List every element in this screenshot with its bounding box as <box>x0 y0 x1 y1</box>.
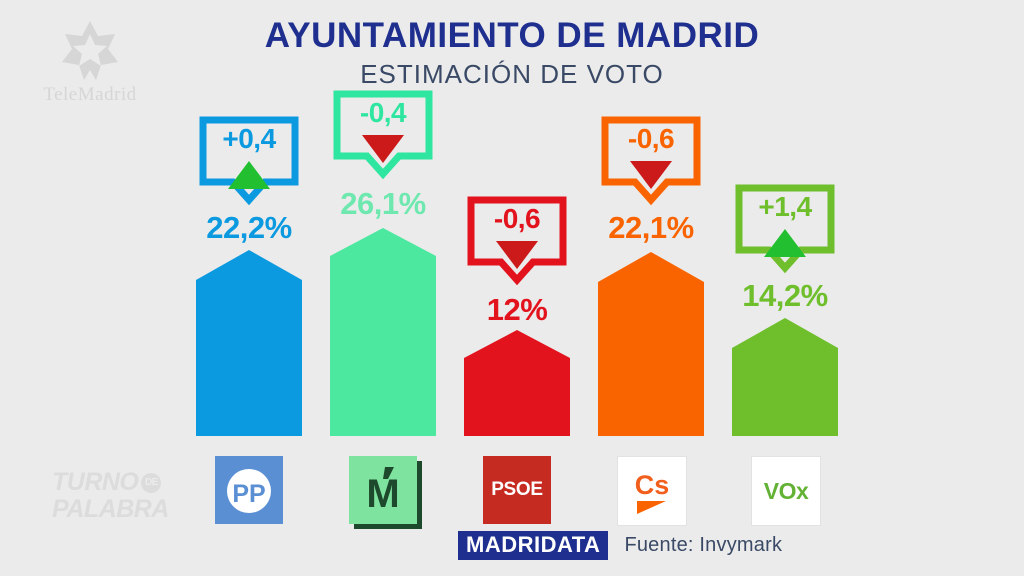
trend-down-icon <box>629 160 673 190</box>
svg-text:PP: PP <box>232 480 265 508</box>
party-logo-mas-madrid: M <box>349 456 417 524</box>
party-column-mas-madrid: -0,4 26,1% M <box>330 0 436 576</box>
party-logo-psoe: PSOE <box>483 456 551 524</box>
change-callout-mas-madrid: -0,4 <box>333 90 433 182</box>
svg-text:Cs: Cs <box>635 470 670 500</box>
cs-logo-icon: Cs <box>635 470 670 514</box>
turno-de-palabra-watermark: TURNO DE PALABRA <box>52 470 177 522</box>
change-callout-cs: -0,6 <box>601 116 701 208</box>
change-callout-pp: +0,4 <box>199 116 299 208</box>
header: AYUNTAMIENTO DE MADRID ESTIMACIÓN DE VOT… <box>0 18 1024 87</box>
pp-logo-icon: PP <box>227 469 271 513</box>
value-label-pp: 22,2% <box>206 210 292 245</box>
callout-bubble-shape <box>333 90 433 180</box>
value-label-mas-madrid: 26,1% <box>340 186 426 221</box>
bar-shape-psoe <box>464 330 570 436</box>
bar-shape-mas-madrid <box>330 228 436 436</box>
turno-watermark-de-badge: DE <box>141 472 162 493</box>
value-label-cs: 22,1% <box>608 210 694 245</box>
change-label-mas-madrid: -0,4 <box>359 97 407 128</box>
party-logo-cs: Cs <box>617 456 687 526</box>
party-logo-pp: PP <box>215 456 283 524</box>
vox-logo-label: VOx <box>763 477 809 504</box>
footer: MADRIDATA Fuente: Invymark <box>458 531 782 560</box>
source-label: Fuente: Invymark <box>624 534 783 556</box>
bar-shape-vox <box>732 318 838 436</box>
value-label-psoe: 12% <box>486 292 548 327</box>
value-label-vox: 14,2% <box>742 278 828 313</box>
change-label-psoe: -0,6 <box>493 203 541 234</box>
svg-text:M: M <box>366 472 399 515</box>
callout-bubble-shape <box>601 116 701 206</box>
psoe-logo-label: PSOE <box>491 479 543 500</box>
trend-down-icon <box>495 240 539 270</box>
party-logo-vox: VOx <box>751 456 821 526</box>
bar-psoe <box>464 330 570 436</box>
mas-madrid-logo-icon: M <box>366 467 400 515</box>
trend-down-icon <box>361 134 405 164</box>
telemadrid-watermark: TeleMadrid <box>30 18 150 110</box>
trend-up-icon <box>227 160 271 190</box>
callout-bubble-shape <box>467 196 567 286</box>
party-column-cs: -0,6 22,1% Cs <box>598 0 704 576</box>
party-column-pp: +0,4 22,2% PP <box>196 0 302 576</box>
bar-shape-pp <box>196 250 302 436</box>
trend-up-icon <box>763 228 807 258</box>
bar-shape-cs <box>598 252 704 436</box>
change-label-pp: +0,4 <box>222 123 276 154</box>
page-subtitle: ESTIMACIÓN DE VOTO <box>360 59 664 89</box>
change-callout-psoe: -0,6 <box>467 196 567 288</box>
party-column-vox: +1,4 14,2% VOx <box>732 0 838 576</box>
change-label-cs: -0,6 <box>627 123 675 154</box>
change-label-vox: +1,4 <box>758 191 812 222</box>
page-title: AYUNTAMIENTO DE MADRID <box>264 16 760 55</box>
bar-vox <box>732 318 838 436</box>
madridata-badge: MADRIDATA <box>458 531 609 560</box>
telemadrid-watermark-label: TeleMadrid <box>43 84 137 105</box>
callout-bubble-shape <box>735 184 835 274</box>
telemadrid-star-icon <box>62 21 118 80</box>
bar-pp <box>196 250 302 436</box>
bar-mas-madrid <box>330 228 436 436</box>
bar-cs <box>598 252 704 436</box>
callout-bubble-shape <box>199 116 299 206</box>
turno-watermark-line1: TURNO <box>52 468 139 496</box>
change-callout-vox: +1,4 <box>735 184 835 276</box>
turno-watermark-line2: PALABRA <box>52 495 169 523</box>
party-column-psoe: -0,6 12% PSOE <box>464 0 570 576</box>
